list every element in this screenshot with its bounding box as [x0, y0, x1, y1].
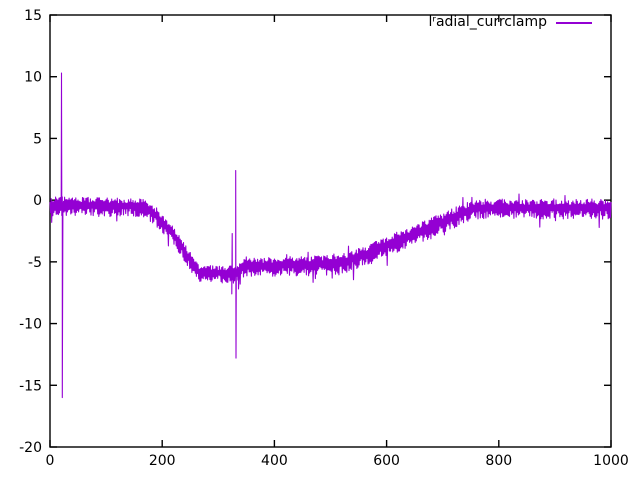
x-tick-label: 0	[46, 453, 55, 469]
y-tick-label: 5	[33, 131, 42, 147]
x-tick-label: 1000	[593, 453, 629, 469]
x-tick-label: 400	[261, 453, 288, 469]
y-tick-label: -20	[19, 440, 42, 456]
series-radial-currclamp-line	[49, 72, 612, 399]
x-tick-label: 600	[373, 453, 400, 469]
y-tick-label: -15	[19, 378, 42, 394]
y-tick-label: 0	[33, 193, 42, 209]
legend: lʳadial_currclamp	[428, 14, 592, 31]
y-tick-label: -10	[19, 317, 42, 333]
x-tick-label: 200	[149, 453, 176, 469]
y-tick-label: 15	[24, 8, 42, 24]
y-tick-label: -5	[28, 255, 42, 271]
legend-line-sample	[556, 21, 592, 24]
plot-border	[49, 14, 612, 448]
legend-label: lʳadial_currclamp	[428, 14, 547, 30]
x-tick-label: 800	[485, 453, 512, 469]
y-tick-label: 10	[24, 70, 42, 86]
